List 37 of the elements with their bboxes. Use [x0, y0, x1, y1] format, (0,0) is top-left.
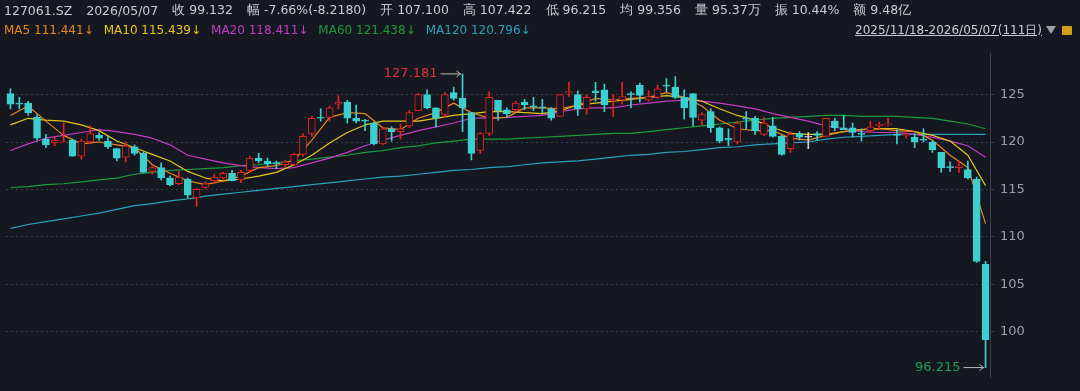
candlestick — [15, 97, 24, 110]
annotation: 127.181 — [383, 65, 438, 81]
text: MA120 120.796↓ — [425, 23, 531, 37]
candlestick — [618, 81, 626, 105]
text: MA60 121.438↓ — [318, 23, 416, 37]
y-tick-label: 100 — [1000, 323, 1025, 339]
text: MA20 118.411↓ — [211, 23, 309, 37]
candlestick — [565, 81, 573, 97]
text: 收 99.132 — [172, 1, 233, 19]
text: MA10 115.439↓ — [103, 23, 202, 37]
candlestick — [884, 117, 892, 127]
text: MA5 111.441↓ — [4, 23, 94, 37]
y-tick-label: 105 — [1000, 275, 1025, 291]
candlestick — [839, 115, 848, 130]
candlestick — [742, 111, 751, 130]
text: 量 95.37万 — [694, 1, 761, 19]
text: 2025/11/18-2026/05/07(111日) — [855, 21, 1042, 39]
text: 均 99.356 — [620, 1, 681, 19]
text: 2026/05/07 — [86, 2, 159, 18]
text: 幅 -7.66%(-8.2180) — [246, 1, 367, 19]
candlestick — [538, 98, 547, 113]
y-tick-label: 120 — [1000, 133, 1025, 149]
candlestick — [804, 132, 813, 149]
chart-title: 127061.SZ — [4, 2, 73, 18]
text: 振 10.44% — [774, 1, 840, 19]
candlestick — [609, 94, 618, 117]
candlestick — [316, 108, 325, 122]
annotation: 96.215 — [915, 358, 961, 374]
text: 低 96.215 — [545, 1, 607, 19]
text: 高 107.422 — [462, 1, 532, 19]
candlestick — [955, 160, 963, 173]
text: 开 107.100 — [380, 1, 449, 19]
y-tick-label: 125 — [1000, 85, 1025, 101]
y-tick-label: 115 — [1000, 180, 1025, 196]
candlestick — [361, 118, 369, 131]
y-tick-label: 110 — [1000, 228, 1025, 244]
text: 额 9.48亿 — [853, 1, 912, 19]
